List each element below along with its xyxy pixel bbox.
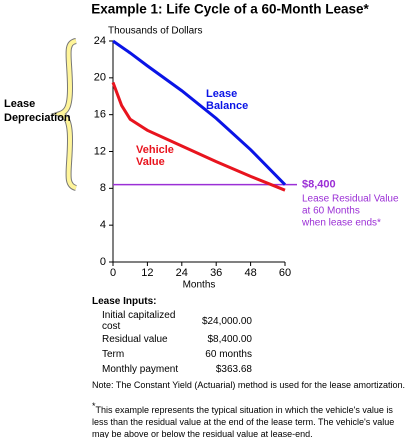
x-tick-label: 0 (110, 267, 116, 279)
input-value: $363.68 (215, 364, 252, 375)
input-label: Monthly payment (102, 364, 179, 375)
residual-label: $8,400 (302, 179, 336, 191)
footnote-mark: * (92, 401, 96, 411)
x-tick-label: 60 (279, 267, 291, 279)
y-tick-label: 20 (94, 72, 106, 84)
y-tick-label: 4 (100, 219, 106, 231)
bracket-label: Lease (4, 98, 35, 110)
y-tick-label: 24 (94, 35, 106, 47)
series-line (112, 39, 287, 186)
y-tick-label: 16 (94, 109, 106, 121)
residual-note: at 60 Months (302, 205, 360, 216)
bracket (53, 39, 77, 190)
x-tick-label: 12 (141, 267, 153, 279)
input-row: Initial capitalized cost $24,000.00 (102, 310, 252, 332)
x-tick-label: 48 (244, 267, 256, 279)
y-tick-label: 8 (100, 182, 106, 194)
note: Note: The Constant Yield (Actuarial) met… (92, 380, 405, 390)
residual-note: when lease ends* (301, 217, 381, 228)
inputs-table: Initial capitalized cost $24,000.00 Residu… (102, 310, 252, 377)
bracket-label: Depreciation (4, 112, 71, 124)
chart: Example 1: Life Cycle of a 60-Month Leas… (4, 2, 399, 291)
y-tick-label: 12 (94, 145, 106, 157)
input-row: Residual value $8,400.00 (102, 332, 252, 347)
x-tick-label: 36 (210, 267, 222, 279)
series-line (111, 81, 286, 192)
x-axis-label: Months (183, 280, 216, 291)
input-row: Term 60 months (102, 347, 252, 362)
input-value: $24,000.00 (201, 315, 252, 327)
y-axis-label: Thousands of Dollars (108, 26, 203, 37)
y-tick-label: 0 (100, 256, 106, 268)
series-label: Vehicle Value (136, 144, 174, 168)
input-label: Initial capitalized cost (102, 310, 176, 332)
series-label: Lease Balance (206, 88, 249, 112)
input-value: $8,400.00 (207, 334, 253, 345)
chart-title: Example 1: Life Cycle of a 60-Month Leas… (91, 2, 369, 17)
residual-note: Lease Residual Value (302, 193, 399, 204)
footnote-text: This example represents the typical situ… (92, 405, 395, 438)
input-label: Residual value (102, 334, 168, 345)
x-tick-label: 24 (176, 267, 188, 279)
input-row: Monthly payment $363.68 (102, 362, 252, 377)
input-value: 60 months (205, 349, 252, 360)
input-label: Term (102, 349, 125, 360)
inputs-title: Lease Inputs: (92, 296, 157, 307)
footnote: *This example represents the typical sit… (92, 400, 404, 438)
